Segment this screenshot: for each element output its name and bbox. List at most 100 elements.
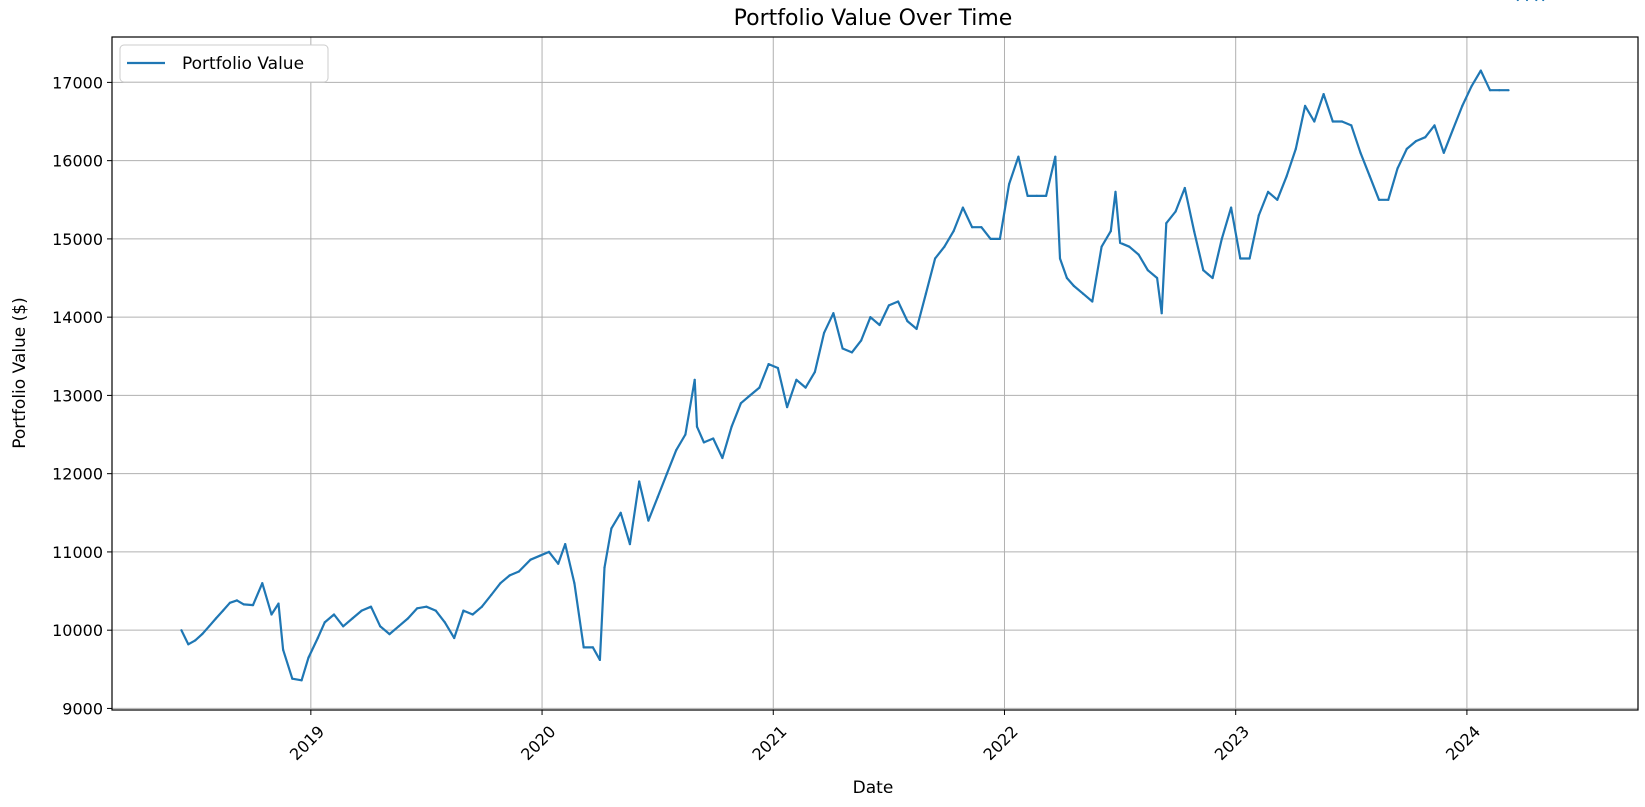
data-point — [1165, 222, 1168, 225]
data-point — [1516, 0, 1519, 2]
data-point — [1128, 245, 1131, 248]
data-point — [980, 226, 983, 229]
data-point — [721, 456, 724, 460]
data-point — [1377, 198, 1381, 201]
data-point — [434, 609, 437, 612]
data-point — [989, 237, 992, 240]
data-point — [1322, 93, 1325, 96]
data-point — [1257, 214, 1260, 217]
data-point — [201, 633, 204, 636]
y-tick-label: 9000 — [62, 699, 103, 718]
data-point — [786, 406, 789, 409]
data-point — [1156, 276, 1159, 280]
data-point — [1026, 194, 1029, 197]
y-tick-label: 17000 — [52, 73, 103, 92]
legend-box — [119, 44, 329, 83]
data-point — [214, 617, 218, 620]
data-point — [300, 679, 303, 682]
data-point — [598, 658, 602, 662]
data-point — [897, 300, 900, 303]
data-point — [887, 304, 891, 307]
data-point — [221, 609, 225, 612]
data-point — [323, 621, 326, 624]
data-point — [924, 292, 928, 295]
chart-title: Portfolio Value Over Time — [734, 6, 1013, 31]
data-point — [1542, 0, 1545, 2]
data-point — [1119, 241, 1122, 244]
data-point — [282, 648, 285, 651]
series-group — [180, 0, 1545, 682]
y-axis-label: Portfolio Value ($) — [10, 297, 30, 449]
data-point — [1331, 120, 1334, 123]
data-point — [1368, 175, 1371, 178]
data-point — [1220, 237, 1223, 240]
data-point — [564, 543, 567, 546]
data-point — [397, 625, 400, 628]
data-point — [582, 646, 585, 649]
data-point — [906, 320, 909, 323]
data-point — [1082, 292, 1085, 295]
data-point — [1396, 167, 1399, 170]
data-point — [1035, 194, 1038, 197]
data-point — [517, 570, 521, 573]
data-point — [702, 441, 706, 444]
data-point — [316, 636, 319, 640]
data-point — [628, 543, 632, 546]
data-point — [915, 327, 918, 330]
data-point — [388, 633, 391, 636]
data-point — [1072, 284, 1075, 287]
data-point — [998, 237, 1002, 240]
data-point — [934, 257, 937, 260]
data-point — [557, 562, 560, 565]
data-point — [187, 643, 190, 646]
data-point — [369, 605, 373, 608]
data-point — [416, 607, 419, 610]
data-point — [1304, 104, 1307, 107]
data-point — [693, 378, 696, 381]
data-point — [1248, 257, 1251, 260]
data-point — [194, 639, 197, 642]
data-point — [730, 425, 733, 428]
data-point — [228, 601, 231, 604]
data-point — [332, 613, 336, 616]
plot-frame — [111, 36, 1639, 711]
data-point — [1498, 89, 1501, 92]
data-point — [619, 511, 622, 514]
data-point — [1160, 312, 1163, 315]
data-point — [406, 617, 410, 620]
data-point — [1183, 186, 1186, 190]
data-point — [443, 621, 446, 624]
data-point — [813, 370, 817, 373]
data-point — [841, 347, 844, 350]
data-point — [850, 351, 854, 354]
data-point — [695, 425, 699, 428]
data-point — [351, 617, 354, 620]
data-point — [591, 646, 595, 649]
data-point — [277, 602, 280, 605]
data-point — [795, 378, 798, 381]
data-point — [638, 480, 641, 483]
data-point — [1442, 151, 1445, 154]
data-point — [1091, 300, 1094, 303]
data-point — [573, 582, 576, 585]
data-point — [804, 386, 807, 389]
data-point — [739, 402, 743, 405]
data-point — [1340, 120, 1344, 123]
data-point — [1114, 190, 1117, 193]
data-point — [1193, 230, 1196, 233]
y-axis-ticks: 9000 10000 11000 12000 13000 14000 15000 16000 1… — [52, 73, 112, 718]
data-point — [943, 245, 946, 248]
data-point — [665, 472, 669, 475]
data-point — [684, 433, 687, 436]
data-point — [490, 593, 493, 597]
data-point — [379, 625, 382, 628]
data-point — [480, 605, 483, 608]
data-point — [952, 230, 955, 233]
data-point — [342, 625, 345, 628]
data-point — [261, 582, 264, 585]
data-point — [1054, 155, 1057, 158]
data-point — [1058, 257, 1062, 260]
data-point — [1202, 269, 1205, 272]
data-point — [1100, 245, 1103, 248]
